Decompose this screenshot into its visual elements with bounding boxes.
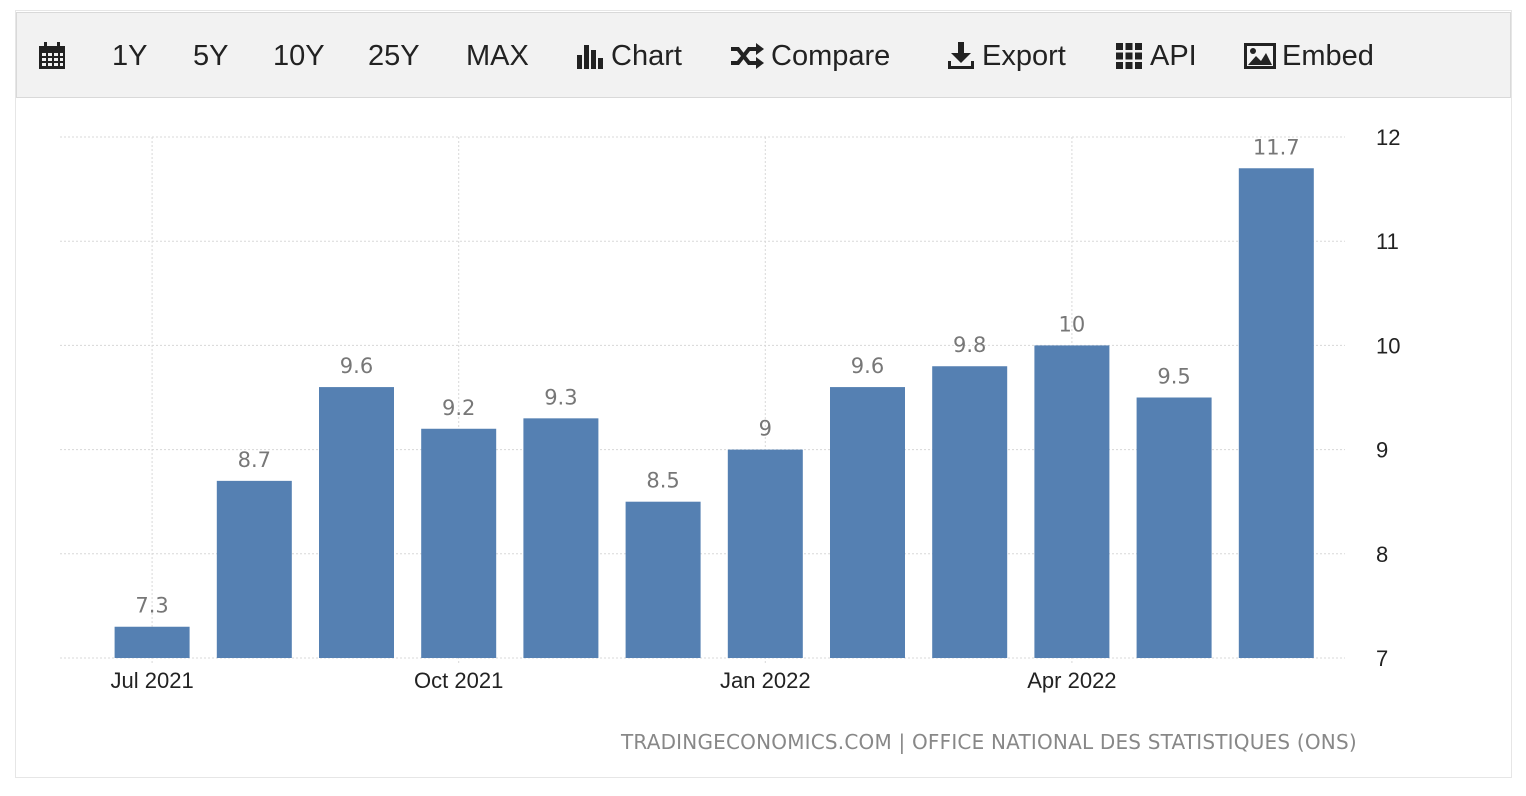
bar-value-label: 10 <box>1059 312 1086 336</box>
bar[interactable] <box>1238 168 1314 658</box>
value-labels: 7.3 8.7 9.6 9.2 9.3 8.5 9 9.6 9.8 10 9.5 11.7 <box>135 135 1299 617</box>
bar[interactable] <box>421 428 497 658</box>
y-axis-ticks: 7 8 9 10 11 12 <box>1376 125 1400 671</box>
range-5y-button[interactable]: 5Y <box>193 13 228 99</box>
bar-value-label: 11.7 <box>1253 135 1300 159</box>
bar[interactable] <box>216 480 292 658</box>
embed-button[interactable]: Embed <box>1244 13 1374 99</box>
range-10y-button[interactable]: 10Y <box>273 13 325 99</box>
y-tick-label: 10 <box>1376 333 1400 358</box>
api-button[interactable]: API <box>1114 13 1197 99</box>
compare-button[interactable]: Compare <box>729 13 890 99</box>
range-25y-button[interactable]: 25Y <box>368 13 420 99</box>
x-axis-ticks: Jul 2021 Oct 2021 Jan 2022 Apr 2022 <box>111 668 1117 693</box>
download-icon <box>948 42 974 69</box>
bar-value-label: 9.8 <box>953 333 986 357</box>
x-tick-label: Jul 2021 <box>111 668 194 693</box>
range-max-label: MAX <box>466 39 529 72</box>
shuffle-icon <box>731 43 764 69</box>
range-max-button[interactable]: MAX <box>466 13 529 99</box>
bar-value-label: 8.7 <box>238 448 271 472</box>
compare-label: Compare <box>771 39 891 72</box>
y-tick-label: 12 <box>1376 125 1400 150</box>
bar[interactable] <box>932 366 1008 658</box>
range-25y-label: 25Y <box>368 39 420 72</box>
bar-value-label: 9.6 <box>340 354 373 378</box>
chart-type-button[interactable]: Chart <box>575 13 682 99</box>
chart-toolbar: 1Y 5Y 10Y 25Y MAX Chart Compare Export <box>16 12 1511 98</box>
image-icon <box>1244 43 1276 69</box>
x-tick-label: Oct 2021 <box>414 668 503 693</box>
calendar-button[interactable] <box>37 13 67 99</box>
bar-value-label: 9.5 <box>1157 365 1190 389</box>
bar-value-label: 9.2 <box>442 396 475 420</box>
bar[interactable] <box>114 626 190 658</box>
embed-label: Embed <box>1282 39 1374 72</box>
range-5y-label: 5Y <box>193 39 229 72</box>
range-10y-label: 10Y <box>273 39 325 72</box>
bar-value-label: 9.3 <box>544 385 577 409</box>
bar-chart-icon <box>577 45 603 69</box>
bars <box>114 168 1314 659</box>
bar[interactable] <box>1034 345 1110 658</box>
bar[interactable] <box>1136 397 1212 659</box>
y-tick-label: 7 <box>1376 646 1388 671</box>
x-tick-label: Jan 2022 <box>720 668 811 693</box>
calendar-icon <box>39 42 65 69</box>
range-1y-button[interactable]: 1Y <box>112 13 147 99</box>
bar-value-label: 9.6 <box>851 354 884 378</box>
y-tick-label: 11 <box>1376 229 1399 254</box>
bar[interactable] <box>523 418 599 658</box>
grid-icon <box>1116 43 1142 69</box>
export-button[interactable]: Export <box>946 13 1066 99</box>
source-credit: TRADINGECONOMICS.COM | OFFICE NATIONAL D… <box>621 730 1357 754</box>
bar[interactable] <box>727 449 803 658</box>
bar[interactable] <box>830 387 905 658</box>
y-tick-label: 8 <box>1376 542 1388 567</box>
api-label: API <box>1150 39 1197 72</box>
x-tick-label: Apr 2022 <box>1027 668 1116 693</box>
bar[interactable] <box>319 387 394 658</box>
bar-value-label: 7.3 <box>135 594 168 618</box>
export-label: Export <box>982 39 1066 72</box>
range-1y-label: 1Y <box>112 39 148 72</box>
bar[interactable] <box>625 501 701 658</box>
y-tick-label: 9 <box>1376 438 1388 463</box>
bar-value-label: 8.5 <box>646 469 679 493</box>
chart-label: Chart <box>611 39 682 72</box>
bar-value-label: 9 <box>759 417 772 441</box>
